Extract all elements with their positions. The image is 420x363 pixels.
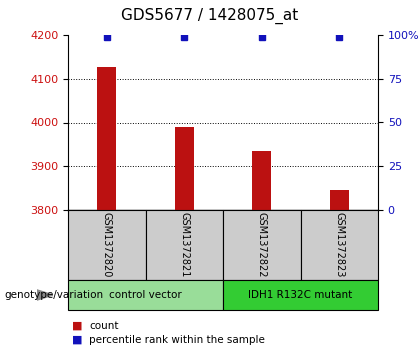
Bar — [175, 127, 194, 210]
Text: ■: ■ — [72, 321, 83, 331]
Text: count: count — [89, 321, 118, 331]
Text: genotype/variation: genotype/variation — [4, 290, 103, 300]
Bar — [97, 66, 116, 210]
Text: GDS5677 / 1428075_at: GDS5677 / 1428075_at — [121, 8, 299, 24]
Text: GSM1372822: GSM1372822 — [257, 212, 267, 278]
Text: percentile rank within the sample: percentile rank within the sample — [89, 335, 265, 345]
Text: GSM1372821: GSM1372821 — [179, 212, 189, 278]
Text: control vector: control vector — [109, 290, 182, 300]
Text: GSM1372820: GSM1372820 — [102, 212, 112, 278]
Polygon shape — [37, 290, 53, 300]
Text: ■: ■ — [72, 335, 83, 345]
Text: IDH1 R132C mutant: IDH1 R132C mutant — [248, 290, 353, 300]
Bar — [330, 190, 349, 210]
Bar — [252, 151, 271, 210]
Text: GSM1372823: GSM1372823 — [334, 212, 344, 278]
